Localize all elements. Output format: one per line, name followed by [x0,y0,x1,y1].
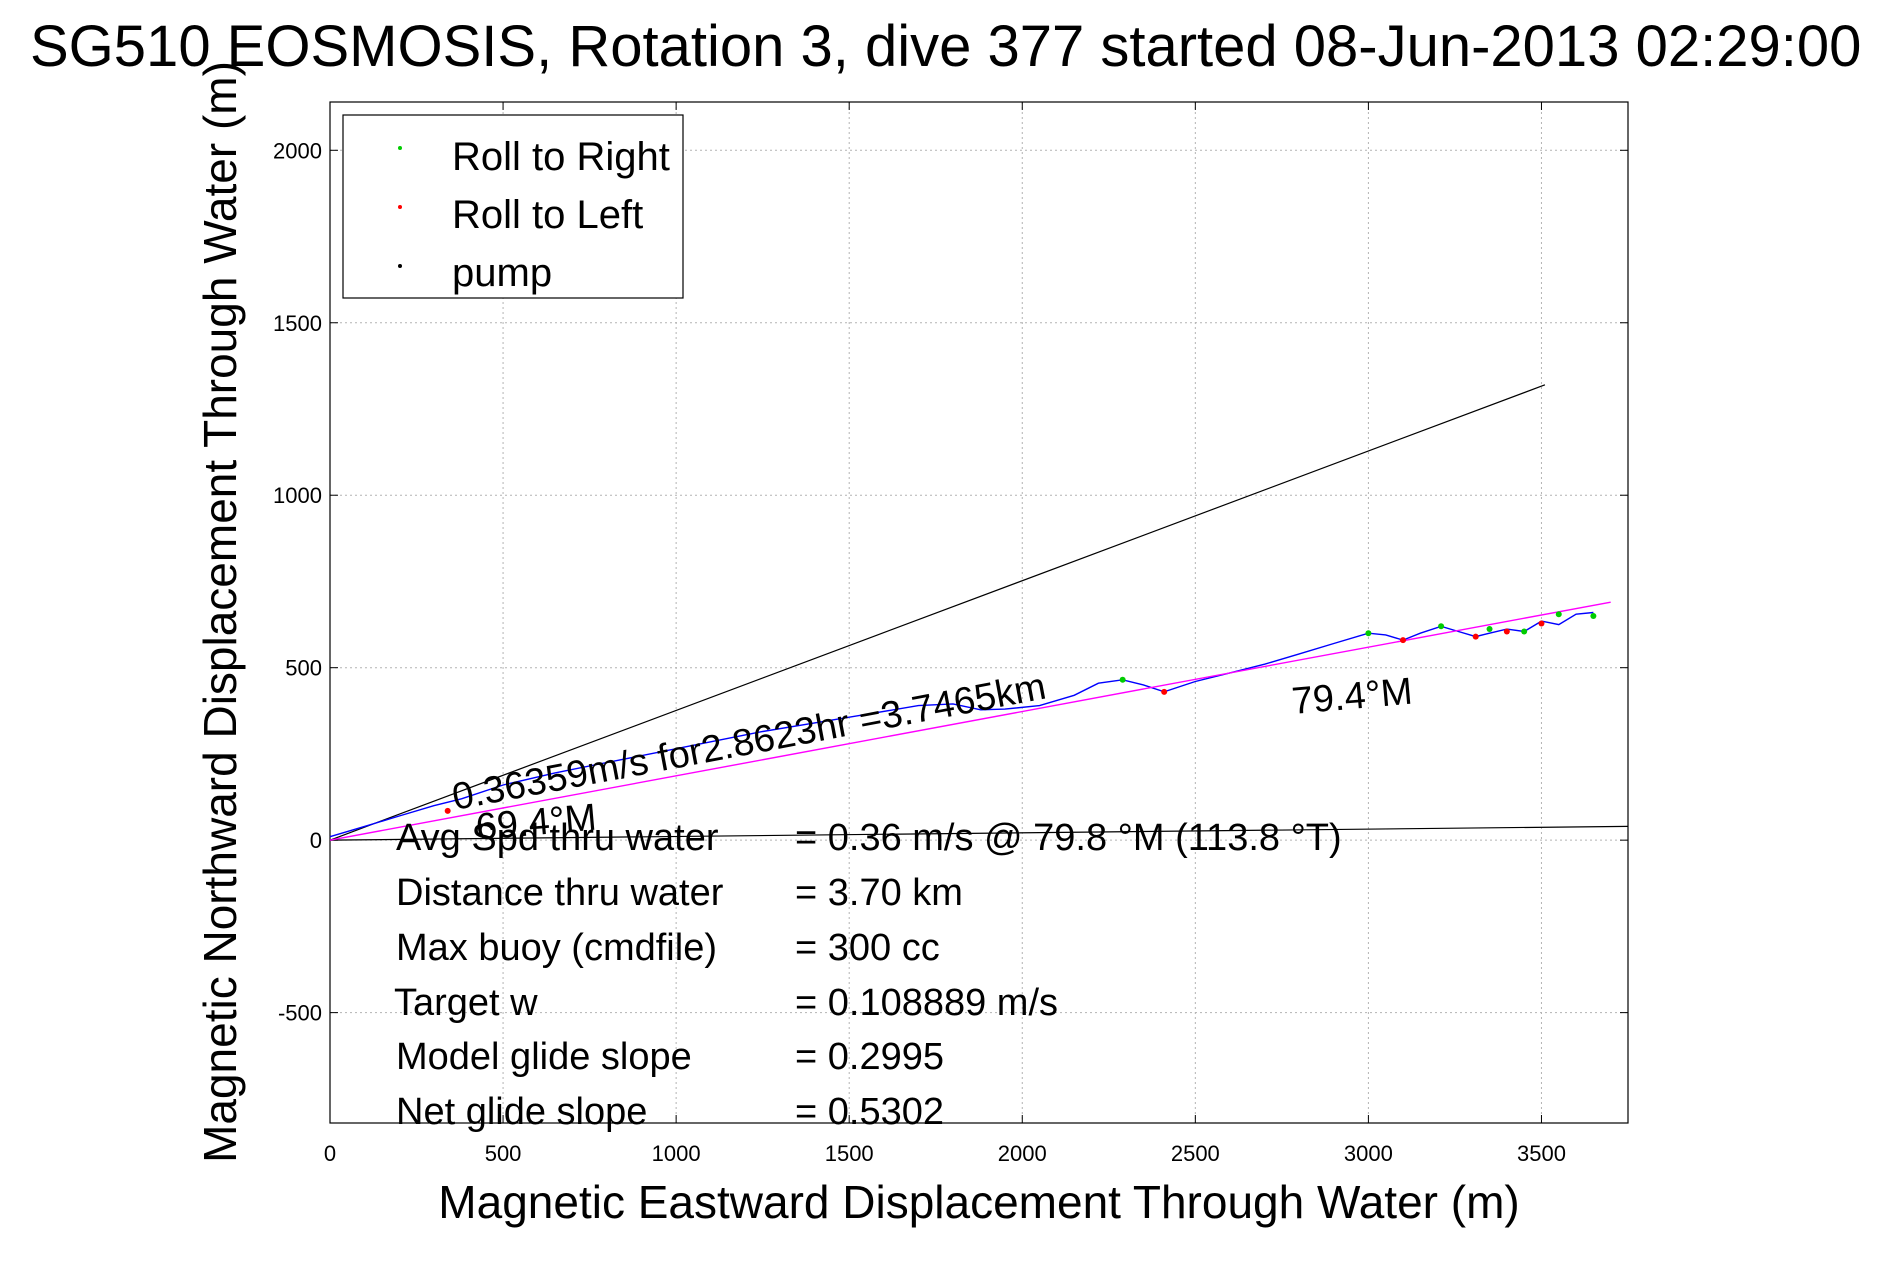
y-tick-label: 500 [285,656,322,681]
heading-line-2 [329,825,1629,841]
x-tick-label: 2500 [1171,1141,1220,1166]
speed-annotation: 0.36359m/s for2.8623hr =3.7465km [449,666,1049,819]
heading-line-1 [329,384,1546,841]
y-tick-label: 1500 [273,311,322,336]
stats-label-distance: Distance thru water [396,872,724,914]
y-tick-label: -500 [278,1001,322,1026]
legend-marker-roll-left [398,205,402,209]
roll-right-point [1365,630,1372,637]
legend-marker-roll-right [398,146,402,150]
x-tick-label: 3500 [1517,1141,1566,1166]
stats-label-max-buoy: Max buoy (cmdfile) [396,927,717,969]
stats-label-model-glide: Model glide slope [396,1036,692,1078]
y-axis-label: Magnetic Northward Displacement Through … [194,61,246,1163]
stats-label-target-w: Target w [394,982,538,1024]
x-tick-label: 1000 [652,1141,701,1166]
x-axis-label: Magnetic Eastward Displacement Through W… [438,1176,1519,1228]
roll-left-point [1400,637,1407,644]
y-tick-label: 1000 [273,483,322,508]
heading-other-annotation: 69.4°M [474,797,598,849]
legend-label-roll-left: Roll to Left [452,193,643,237]
roll-right-point [1486,626,1493,633]
roll-left-point [444,807,451,814]
x-tick-label: 500 [485,1141,522,1166]
stats-value-max-buoy: = 300 cc [795,927,940,969]
roll-left-point [1472,633,1479,640]
roll-right-point [1555,611,1562,618]
roll-right-point [1590,612,1597,619]
stats-label-avg-speed: Avg Spd thru water [396,817,719,859]
legend-label-pump: pump [452,251,552,295]
roll-right-point [1438,623,1445,630]
y-tick-label: 2000 [273,138,322,163]
roll-left-point [1538,620,1545,627]
roll-right-point [1521,628,1528,635]
stats-value-avg-speed: = 0.36 m/s @ 79.8 °M (113.8 °T) [795,817,1342,859]
y-tick-label: 0 [310,828,322,853]
heading-fit-annotation: 79.4°M [1290,671,1414,723]
stats-value-target-w: = 0.108889 m/s [795,982,1058,1024]
x-tick-label: 2000 [998,1141,1047,1166]
plot-area [329,101,1629,1124]
stats-label-net-glide: Net glide slope [396,1091,647,1133]
stats-value-distance: = 3.70 km [795,872,963,914]
legend-marker-pump [398,264,402,268]
data-series [329,384,1629,841]
x-tick-label: 0 [324,1141,336,1166]
roll-left-point [1503,628,1510,635]
roll-right-point [1119,676,1126,683]
legend: Roll to Right Roll to Left pump [342,114,684,299]
x-tick-label: 3000 [1344,1141,1393,1166]
stats-block: Avg Spd thru water = 0.36 m/s @ 79.8 °M … [394,817,1342,1133]
stats-value-net-glide: = 0.5302 [795,1091,944,1133]
roll-left-point [1161,688,1168,695]
stats-value-model-glide: = 0.2995 [795,1036,944,1078]
x-tick-label: 1500 [825,1141,874,1166]
axis-ticks: 0 500 1000 1500 2000 2500 3000 3500 -500 0 500 1000… [273,102,1628,1166]
legend-label-roll-right: Roll to Right [452,135,670,179]
fit-line [329,601,1611,841]
chart-title: SG510 EOSMOSIS, Rotation 3, dive 377 sta… [30,14,1861,79]
